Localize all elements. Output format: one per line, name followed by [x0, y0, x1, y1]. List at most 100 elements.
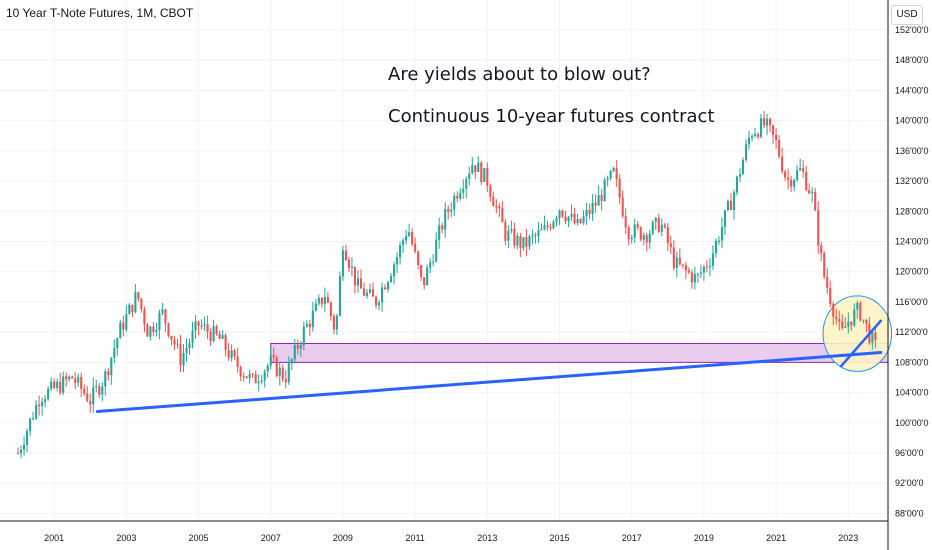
candle-body [426, 267, 429, 286]
candle-body [817, 210, 820, 246]
candle-body [477, 162, 480, 172]
y-tick-label: 100'00'0 [895, 418, 928, 428]
candle-body [799, 168, 802, 171]
candle-body [636, 224, 639, 228]
candle-body [841, 321, 844, 328]
candle-body [624, 216, 627, 228]
candle-body [399, 245, 402, 258]
candle-body [853, 309, 856, 326]
candle-body [125, 314, 128, 330]
candle-body [299, 345, 302, 349]
candle-body [633, 224, 636, 238]
candle-body [272, 355, 275, 358]
currency-button[interactable]: USD [891, 5, 923, 25]
candle-body [128, 304, 131, 315]
candle-body [687, 270, 690, 273]
candle-body [182, 352, 185, 366]
candle-body [447, 208, 450, 212]
x-tick-label: 2015 [549, 533, 569, 543]
candle-body [657, 217, 660, 232]
candle-body [618, 179, 621, 198]
candle-body [609, 170, 612, 179]
candle-body [591, 202, 594, 214]
candle-body [778, 140, 781, 157]
candle-body [735, 176, 739, 193]
candle-body [377, 302, 381, 306]
candle-body [347, 259, 350, 268]
candle-body [699, 272, 702, 274]
candle-body [104, 371, 107, 387]
candle-body [227, 350, 230, 358]
candle-body [197, 321, 200, 326]
candle-body [200, 325, 203, 327]
candle-body [811, 191, 814, 194]
candle-body [257, 381, 260, 384]
candle-body [438, 225, 441, 240]
candle-body [492, 196, 495, 207]
candle-body [540, 229, 543, 231]
candle-body [525, 237, 528, 247]
x-tick-label: 2007 [261, 533, 281, 543]
y-tick-label: 96'00'0 [895, 448, 923, 458]
candle-body [744, 144, 748, 161]
candle-body [723, 210, 727, 227]
candle-body [332, 316, 335, 330]
candle-body [293, 344, 296, 360]
candle-body [296, 344, 299, 349]
candle-body [275, 357, 278, 377]
candle-body [781, 156, 784, 172]
candle-body [251, 373, 254, 375]
candle-body [579, 218, 582, 223]
candle-body [838, 319, 841, 322]
candle-body [245, 376, 248, 379]
candle-body [344, 250, 347, 260]
candle-body [185, 348, 188, 353]
candle-body [101, 386, 104, 395]
candle-body [552, 221, 555, 229]
y-tick-label: 120'00'0 [895, 267, 928, 277]
candle-body [278, 367, 281, 377]
candle-body [871, 332, 874, 343]
candle-body [693, 274, 696, 283]
candle-body [750, 136, 754, 138]
candle-body [531, 235, 534, 237]
candle-body [83, 388, 86, 394]
y-tick-label: 104'00'0 [895, 388, 928, 398]
candle-body [844, 326, 847, 328]
candle-body [146, 324, 149, 337]
candle-body [417, 251, 420, 266]
candle-body [690, 272, 693, 283]
candle-body [423, 277, 426, 286]
candle-body [534, 235, 537, 237]
x-tick-label: 2009 [333, 533, 353, 543]
candle-body [567, 216, 570, 222]
y-tick-label: 152'00'0 [895, 25, 928, 35]
y-tick-label: 116'00'0 [895, 297, 928, 307]
candle-body [53, 381, 56, 388]
candle-body [362, 288, 366, 296]
candle-body [89, 401, 92, 405]
candle-body [711, 253, 714, 266]
candle-body [654, 217, 657, 222]
candle-body [116, 338, 119, 349]
candle-body [573, 213, 576, 224]
candle-body [230, 350, 233, 358]
candle-body [209, 331, 212, 342]
candle-body [708, 265, 711, 267]
candle-body [483, 168, 486, 182]
candle-body [594, 202, 597, 206]
candle-body [29, 418, 32, 432]
candle-body [155, 330, 158, 333]
long-term-trendline [95, 351, 883, 413]
candle-body [702, 266, 705, 273]
candle-body [468, 173, 471, 179]
candle-body [456, 195, 459, 199]
x-tick-label: 2021 [766, 533, 786, 543]
candle-body [489, 186, 492, 197]
candle-body [793, 179, 796, 187]
y-tick-label: 132'00'0 [895, 176, 928, 186]
candle-body [65, 376, 68, 380]
candle-body [859, 302, 862, 321]
candle-body [167, 323, 170, 336]
